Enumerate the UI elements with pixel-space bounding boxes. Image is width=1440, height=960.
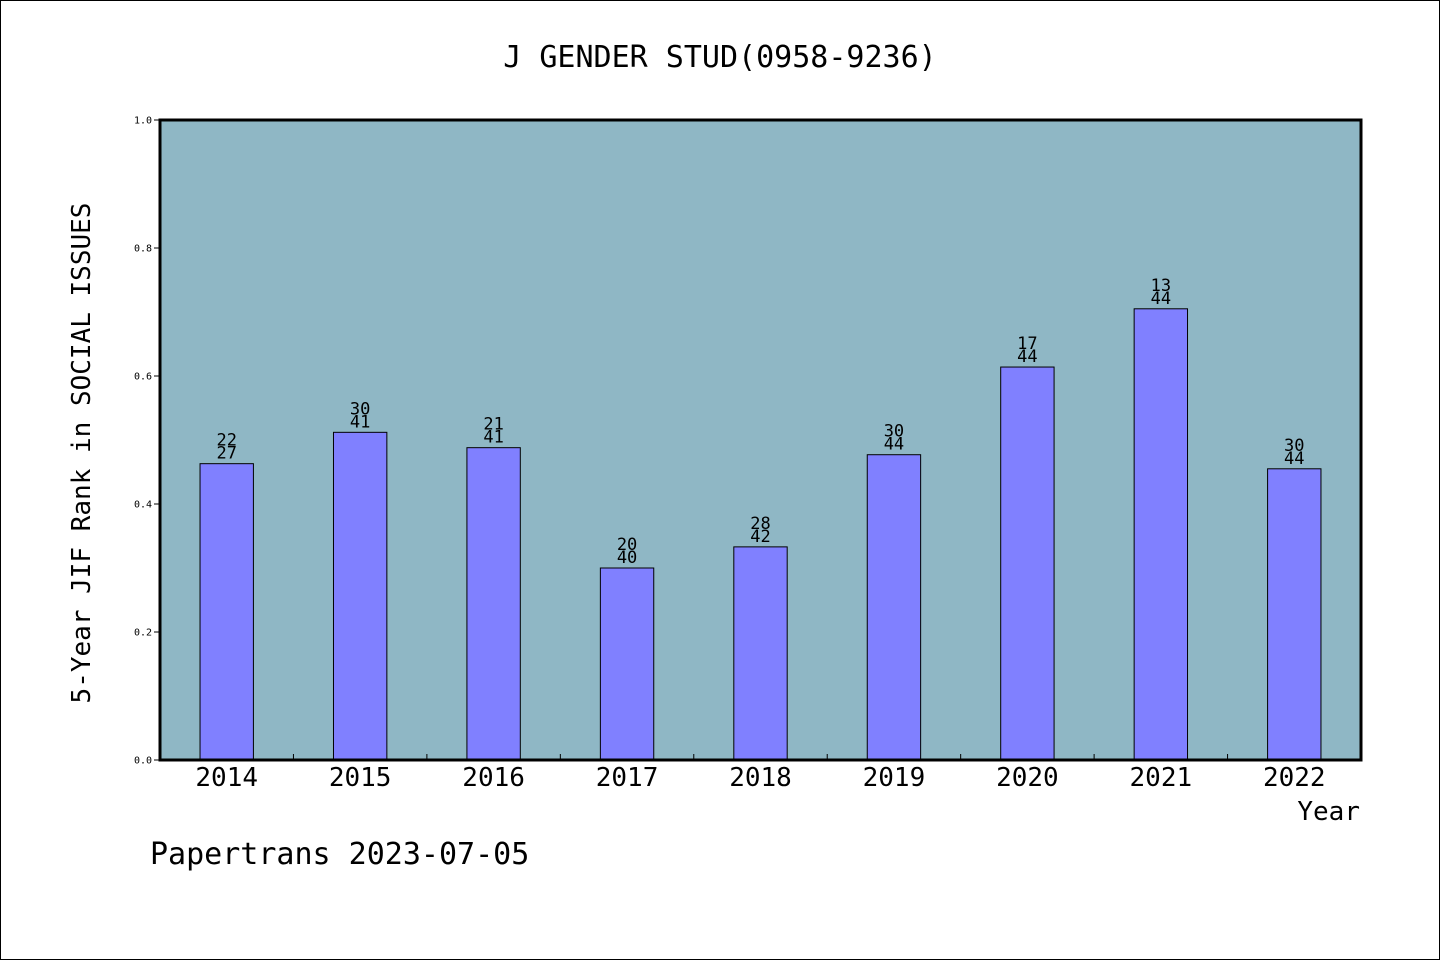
bar-2019 bbox=[866, 454, 922, 761]
x-axis-label: Year bbox=[1297, 797, 1360, 827]
bar-2020 bbox=[1000, 366, 1055, 761]
bar-rank-label: 22 bbox=[216, 431, 236, 451]
y-tick-label: 1.0 bbox=[134, 116, 152, 127]
y-tick-label: 0.8 bbox=[134, 244, 152, 255]
bar-rank-label: 13 bbox=[1151, 276, 1171, 296]
bar-2015 bbox=[332, 431, 388, 761]
y-ticks-group: 0.0 0.2 0.4 0.6 0.8 1.0 bbox=[134, 116, 160, 767]
x-tick-label: 2015 bbox=[329, 763, 392, 793]
bar-2016 bbox=[466, 447, 521, 761]
x-tick-label: 2019 bbox=[863, 763, 926, 793]
x-tick-label: 2022 bbox=[1263, 763, 1326, 793]
bar-rank-label: 30 bbox=[884, 422, 904, 442]
bar-total-label: 44 bbox=[884, 435, 904, 455]
bar-total-label: 44 bbox=[1017, 347, 1037, 367]
x-tick-label: 2016 bbox=[462, 763, 525, 793]
bar-rank-label: 21 bbox=[483, 415, 503, 435]
y-axis-label: 5-Year JIF Rank in SOCIAL ISSUES bbox=[67, 203, 97, 704]
x-ticks-group: 2014 2015 2016 2017 2018 2019 2020 2021 2022 bbox=[195, 754, 1326, 793]
bar-2022 bbox=[1267, 468, 1322, 761]
bar-total-label: 41 bbox=[350, 412, 370, 432]
y-tick-label: 0.0 bbox=[134, 756, 152, 767]
x-tick-label: 2020 bbox=[996, 763, 1059, 793]
bar-total-label: 41 bbox=[483, 428, 503, 448]
y-tick-label: 0.4 bbox=[134, 500, 152, 511]
bars-group bbox=[199, 308, 1322, 761]
x-tick-label: 2021 bbox=[1130, 763, 1193, 793]
bar-2018 bbox=[733, 546, 788, 761]
bar-rank-label: 17 bbox=[1017, 334, 1037, 354]
bar-total-label: 42 bbox=[750, 527, 770, 547]
bar-2017 bbox=[599, 567, 655, 761]
footer-credit: Papertrans 2023-07-05 bbox=[150, 837, 529, 872]
bar-total-label: 44 bbox=[1284, 449, 1304, 469]
bar-rank-label: 30 bbox=[1284, 436, 1304, 456]
bar-rank-label: 28 bbox=[750, 514, 770, 534]
plot-border bbox=[158, 118, 1363, 762]
bar-rank-label: 20 bbox=[617, 535, 637, 555]
x-tick-label: 2014 bbox=[195, 763, 258, 793]
bar-rank-label: 30 bbox=[350, 399, 370, 419]
y-tick-label: 0.2 bbox=[134, 628, 152, 639]
chart-title: J GENDER STUD(0958-9236) bbox=[503, 40, 936, 75]
y-tick-label: 0.6 bbox=[134, 372, 152, 383]
bar-2021 bbox=[1133, 308, 1189, 761]
bar-total-label: 44 bbox=[1151, 289, 1171, 309]
x-tick-label: 2017 bbox=[596, 763, 659, 793]
x-tick-label: 2018 bbox=[729, 763, 792, 793]
bar-2014 bbox=[199, 463, 254, 761]
bar-total-label: 40 bbox=[617, 548, 637, 568]
bar-total-label: 27 bbox=[216, 444, 236, 464]
